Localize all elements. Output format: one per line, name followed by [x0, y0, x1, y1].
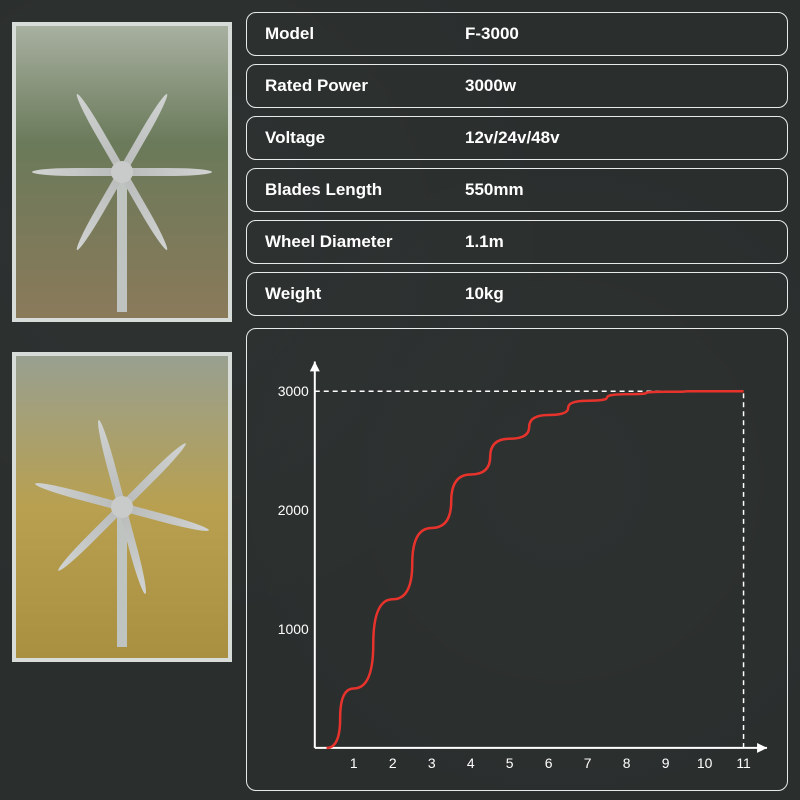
spec-label: Blades Length: [265, 180, 465, 200]
spec-label: Weight: [265, 284, 465, 304]
spec-row: Weight10kg: [246, 272, 788, 316]
spec-row: Blades Length550mm: [246, 168, 788, 212]
svg-text:8: 8: [623, 755, 631, 771]
svg-text:11: 11: [736, 755, 751, 771]
product-photo-2: [12, 352, 232, 662]
spec-label: Rated Power: [265, 76, 465, 96]
spec-value: 1.1m: [465, 232, 769, 252]
spec-label: Model: [265, 24, 465, 44]
svg-text:3000: 3000: [278, 383, 309, 399]
spec-value: 12v/24v/48v: [465, 128, 769, 148]
svg-text:5: 5: [506, 755, 514, 771]
spec-row: Wheel Diameter1.1m: [246, 220, 788, 264]
photo-column: [12, 12, 232, 788]
svg-text:1: 1: [350, 755, 358, 771]
svg-text:9: 9: [662, 755, 670, 771]
spec-value: 10kg: [465, 284, 769, 304]
chart-svg: 1 2 3 4 5 6 7 8 9 10 11 1000 2000 3000: [265, 347, 773, 780]
spec-row: ModelF-3000: [246, 12, 788, 56]
spec-value: 3000w: [465, 76, 769, 96]
svg-text:2: 2: [389, 755, 397, 771]
svg-text:7: 7: [584, 755, 592, 771]
spec-value: F-3000: [465, 24, 769, 44]
svg-text:6: 6: [545, 755, 553, 771]
spec-column: ModelF-3000 Rated Power3000w Voltage12v/24…: [246, 12, 788, 788]
spec-label: Wheel Diameter: [265, 232, 465, 252]
svg-text:3: 3: [428, 755, 436, 771]
product-photo-1: [12, 22, 232, 322]
spec-row: Rated Power3000w: [246, 64, 788, 108]
power-curve-chart: 1 2 3 4 5 6 7 8 9 10 11 1000 2000 3000: [246, 328, 788, 791]
spec-label: Voltage: [265, 128, 465, 148]
svg-text:4: 4: [467, 755, 475, 771]
spec-row: Voltage12v/24v/48v: [246, 116, 788, 160]
svg-text:1000: 1000: [278, 621, 309, 637]
spec-value: 550mm: [465, 180, 769, 200]
svg-text:2000: 2000: [278, 502, 309, 518]
svg-text:10: 10: [697, 755, 713, 771]
